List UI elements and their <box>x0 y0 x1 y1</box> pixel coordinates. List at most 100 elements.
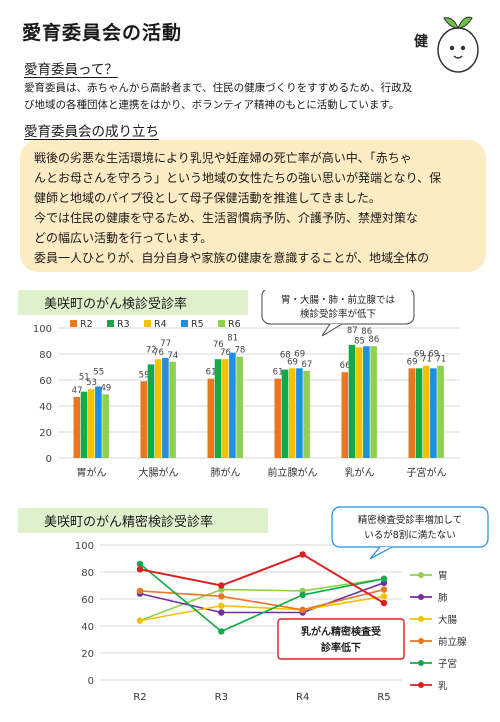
line-point <box>218 602 225 609</box>
line-x-tick-label: R4 <box>296 692 309 703</box>
bar-legend-swatch <box>70 320 77 327</box>
bar-x-tick-label: 前立腺がん <box>268 466 318 479</box>
bar <box>73 396 81 458</box>
bar-data-label: 53 <box>86 378 97 388</box>
about-line-1: 愛育委員は、赤ちゃんから高齢者まで、住民の健康づくりをすすめるため、行政及 <box>24 82 413 94</box>
bar <box>87 389 95 458</box>
line-callout-bottom-bubble <box>277 618 405 660</box>
origin-line-1: 戦後の劣悪な生活環境により乳児や妊産婦の死亡率が高い中、「赤ちゃ <box>34 151 412 165</box>
bar-y-tick-label: 40 <box>39 402 52 413</box>
line-point <box>136 566 144 573</box>
line-legend-label: 胃 <box>438 571 448 582</box>
bar-legend-label: R6 <box>228 319 241 330</box>
bar <box>281 369 289 458</box>
bar-data-label: 69 <box>407 357 418 367</box>
bar <box>169 361 176 458</box>
bar-data-label: 77 <box>160 339 171 349</box>
bar <box>341 372 349 458</box>
line-y-tick-label: 60 <box>81 595 94 606</box>
bar-data-label: 86 <box>368 335 379 345</box>
line-callout-top-line: いるが8割に満たない <box>364 529 456 541</box>
bar <box>221 359 229 458</box>
bar <box>207 378 215 458</box>
line-x-tick-label: R2 <box>133 692 146 703</box>
bar-data-label: 61 <box>273 368 284 378</box>
about-paragraph: 愛育委員は、赤ちゃんから高齢者まで、住民の健康づくりをすすめるため、行政及 び地… <box>24 80 484 114</box>
bar-data-label: 86 <box>361 327 372 337</box>
bar-data-label: 55 <box>93 368 104 378</box>
bar <box>296 368 303 458</box>
bar-data-label: 67 <box>301 360 312 370</box>
bar <box>422 365 430 458</box>
line-legend-label: 大腸 <box>438 614 458 626</box>
line-point <box>380 575 388 582</box>
bar-data-label: 81 <box>227 334 238 344</box>
line-series <box>139 577 385 622</box>
bar <box>80 391 88 458</box>
bar <box>430 368 437 458</box>
bar-data-label: 71 <box>421 355 432 365</box>
line-callout-top-line: 精密検査受診率増加して <box>358 514 462 526</box>
bar-data-label: 74 <box>167 351 178 361</box>
line-y-tick-label: 20 <box>81 649 94 660</box>
bar-legend-label: R3 <box>117 319 130 330</box>
bar-x-tick-label: 子宮がん <box>407 466 447 479</box>
line-x-tick-label: R3 <box>215 692 228 703</box>
bar-x-tick-label: 大腸がん <box>139 466 179 479</box>
bar-legend-label: R2 <box>80 319 93 330</box>
line-point <box>218 628 225 635</box>
bar <box>370 346 377 458</box>
bar <box>274 378 282 458</box>
page-title: 愛育委員会の活動 <box>22 22 183 44</box>
bar-y-tick-label: 20 <box>39 428 52 439</box>
bar-data-label: 87 <box>347 326 358 336</box>
bar-data-label: 61 <box>206 368 217 378</box>
line-legend-marker <box>418 660 424 666</box>
line-y-tick-label: 80 <box>81 568 94 579</box>
bar <box>154 359 162 458</box>
bar-y-tick-label: 60 <box>39 376 52 387</box>
bar-legend-label: R5 <box>191 319 204 330</box>
bar-data-label: 69 <box>428 349 439 359</box>
line-point <box>136 560 144 568</box>
sprout-mascot-icon: 健 <box>414 16 479 73</box>
bar-data-label: 78 <box>234 346 245 356</box>
bar-x-tick-label: 肺がん <box>211 466 241 479</box>
line-legend-marker <box>418 638 424 644</box>
bar <box>437 365 444 458</box>
origin-line-5: どの幅広い活動を行っています。 <box>34 231 213 245</box>
bar <box>348 344 356 458</box>
bar-data-label: 76 <box>153 348 164 358</box>
bar-callout-line: 胃・大腸・肺・前立腺では <box>281 294 396 306</box>
bar-callout-line: 検診受診率が低下 <box>300 308 376 320</box>
bar-x-tick-label: 胃がん <box>77 466 107 479</box>
line-series <box>139 595 385 622</box>
bar-data-label: 47 <box>72 386 83 396</box>
bar-data-label: 66 <box>340 361 351 371</box>
line-callout-top-tail <box>369 546 393 560</box>
bar-data-label: 49 <box>100 383 111 393</box>
line-point <box>299 606 306 613</box>
bar <box>229 352 236 458</box>
line-legend-marker <box>418 682 424 688</box>
line-point <box>380 586 388 593</box>
line-callout-bottom-line: 乳がん精密検査受 <box>301 625 381 638</box>
bar <box>236 356 243 458</box>
line-x-tick-label: R5 <box>377 692 390 703</box>
line-point <box>218 593 225 600</box>
bar-legend-swatch <box>181 320 188 327</box>
bar-callout-tail <box>321 323 343 337</box>
line-point <box>299 591 306 599</box>
bar <box>415 368 423 458</box>
line-point <box>299 551 306 558</box>
bar-data-label: 69 <box>414 349 425 359</box>
bar <box>303 370 310 458</box>
section-heading-about: 愛育委員って？ <box>24 62 118 78</box>
line-point <box>380 599 388 607</box>
bar <box>162 357 169 458</box>
